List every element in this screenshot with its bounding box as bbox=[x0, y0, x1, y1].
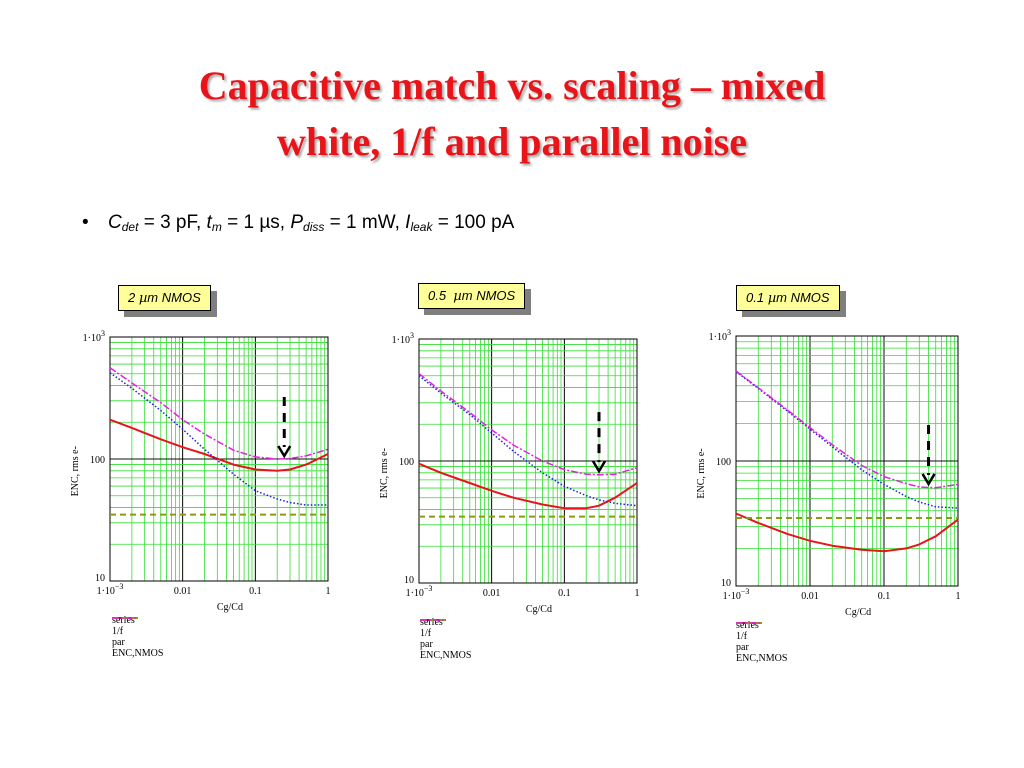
ileak-subscript: leak bbox=[410, 220, 433, 234]
y-axis-label: ENC, rms e- bbox=[70, 446, 81, 496]
pdiss-subscript: diss bbox=[303, 220, 325, 234]
x-axis-label: Cg/Cd bbox=[217, 602, 243, 613]
parameters-bullet: • Cdet = 3 pF, tm = 1 µs, Pdiss = 1 mW, I… bbox=[82, 212, 514, 234]
pdiss-value: = 1 mW, bbox=[324, 212, 406, 233]
series-line-series bbox=[109, 418, 329, 472]
minimum-arrow bbox=[277, 397, 292, 459]
legend-label-1f: 1/f bbox=[112, 626, 124, 637]
legend-label-series: series bbox=[420, 617, 443, 628]
legend-label-1f: 1/f bbox=[420, 628, 432, 639]
legend-label-enc: ENC,NMOS bbox=[736, 653, 788, 664]
x-tick-label: 0.01 bbox=[483, 588, 501, 599]
x-tick-label: 1 bbox=[326, 586, 331, 597]
y-tick-exponent: 3 bbox=[101, 329, 105, 338]
x-tick-label: 0.01 bbox=[174, 586, 192, 597]
legend-label-par: par bbox=[736, 642, 749, 653]
x-tick-label: 0.1 bbox=[249, 586, 262, 597]
x-tick-label: 1 bbox=[635, 588, 640, 599]
minimum-arrow-head bbox=[277, 445, 292, 459]
chart-tag-05um: 0.5 µm NMOS bbox=[418, 283, 526, 309]
minimum-arrow bbox=[921, 424, 936, 487]
pdiss-symbol: P bbox=[290, 212, 304, 233]
legend-01um: series 1/f par ENC,NMOS bbox=[736, 620, 787, 664]
y-tick-label: 100 bbox=[90, 455, 105, 466]
tag-mu: µ bbox=[138, 291, 148, 306]
y-tick-label: 1·103 bbox=[392, 331, 414, 346]
plot-frame bbox=[418, 338, 638, 584]
slide-title-line-2: white, 1/f and parallel noise bbox=[276, 119, 748, 164]
series-line-encnmos bbox=[735, 370, 959, 489]
y-tick-label: 1·103 bbox=[709, 328, 731, 343]
cdet-symbol: C bbox=[108, 212, 122, 233]
grid bbox=[109, 336, 329, 582]
legend-item-enc: ENC,NMOS bbox=[112, 617, 164, 659]
y-tick-label: 10 bbox=[95, 573, 105, 584]
x-tick-label: 0.01 bbox=[801, 591, 819, 602]
y-tick-label: 100 bbox=[399, 457, 414, 468]
minimum-arrow-head bbox=[921, 473, 936, 487]
y-tick-label: 10 bbox=[404, 575, 414, 586]
legend-label-par: par bbox=[420, 639, 433, 650]
y-axis-label: ENC, rms e- bbox=[379, 448, 390, 498]
minimum-arrow-head bbox=[591, 460, 607, 474]
y-tick-label: 100 bbox=[716, 457, 731, 468]
plot-frame bbox=[109, 336, 329, 582]
legend-label-1f: 1/f bbox=[736, 631, 748, 642]
series-line-series bbox=[418, 462, 638, 510]
y-tick-exponent: 3 bbox=[727, 328, 731, 337]
x-axis-label: Cg/Cd bbox=[526, 604, 552, 615]
x-tick-label: 1 bbox=[956, 591, 961, 602]
x-tick-label: 1·10−3 bbox=[723, 587, 750, 602]
ileak-value: = 100 pA bbox=[432, 212, 515, 233]
x-tick-label: 0.1 bbox=[878, 591, 891, 602]
legend-label-enc: ENC,NMOS bbox=[112, 648, 164, 659]
x-tick-exponent: −3 bbox=[741, 587, 750, 596]
legend-label-par: par bbox=[112, 637, 125, 648]
legend-item-1f: 1/f bbox=[736, 622, 787, 642]
y-tick-label: 10 bbox=[721, 578, 731, 589]
minimum-arrow bbox=[591, 412, 607, 474]
legend-2um: series 1/f par ENC,NMOS bbox=[112, 615, 163, 659]
x-axis-label: Cg/Cd bbox=[845, 607, 871, 618]
tag-prefix: 0.1 bbox=[746, 290, 768, 305]
x-tick-exponent: −3 bbox=[424, 584, 433, 593]
legend-item-enc: ENC,NMOS bbox=[420, 619, 472, 661]
legend-item-par: par bbox=[736, 622, 787, 653]
chart-tag-2um: 2 µm NMOS bbox=[118, 285, 211, 311]
tag-prefix: 0.5 bbox=[428, 288, 454, 303]
legend-item-enc: ENC,NMOS bbox=[736, 622, 788, 664]
plot-frame bbox=[735, 335, 959, 587]
cdet-subscript: det bbox=[121, 220, 139, 234]
series-line-encnmos bbox=[109, 367, 329, 460]
tag-prefix: 2 bbox=[128, 290, 139, 305]
tag-suffix: m NMOS bbox=[461, 288, 516, 303]
tag-suffix: m NMOS bbox=[147, 290, 201, 305]
slide-title-line-1: Capacitive match vs. scaling – mixed bbox=[198, 63, 826, 108]
legend-label-series: series bbox=[112, 615, 135, 626]
bullet-dot: • bbox=[82, 212, 89, 233]
x-tick-exponent: −3 bbox=[115, 582, 124, 591]
x-tick-label: 0.1 bbox=[558, 588, 571, 599]
tag-suffix: m NMOS bbox=[776, 290, 830, 305]
series-line-1f bbox=[735, 370, 959, 509]
legend-label-series: series bbox=[736, 620, 759, 631]
y-tick-label: 1·103 bbox=[83, 329, 105, 344]
slide-title: Capacitive match vs. scaling – mixed whi… bbox=[0, 58, 1024, 170]
tag-mu: µ bbox=[453, 289, 462, 304]
y-axis-label: ENC, rms e- bbox=[696, 448, 707, 498]
legend-label-enc: ENC,NMOS bbox=[420, 650, 472, 661]
chart-tag-01um: 0.1 µm NMOS bbox=[736, 285, 840, 311]
ileak-symbol: I bbox=[405, 212, 411, 233]
legend-05um: series 1/f par ENC,NMOS bbox=[420, 617, 471, 661]
tm-symbol: t bbox=[206, 212, 212, 233]
y-tick-exponent: 3 bbox=[410, 331, 414, 340]
cdet-value: = 3 pF, bbox=[138, 212, 207, 233]
series-line-series bbox=[735, 512, 959, 553]
tm-value: = 1 µs, bbox=[221, 212, 291, 233]
tm-subscript: m bbox=[211, 220, 222, 234]
tag-mu: µ bbox=[767, 291, 777, 306]
